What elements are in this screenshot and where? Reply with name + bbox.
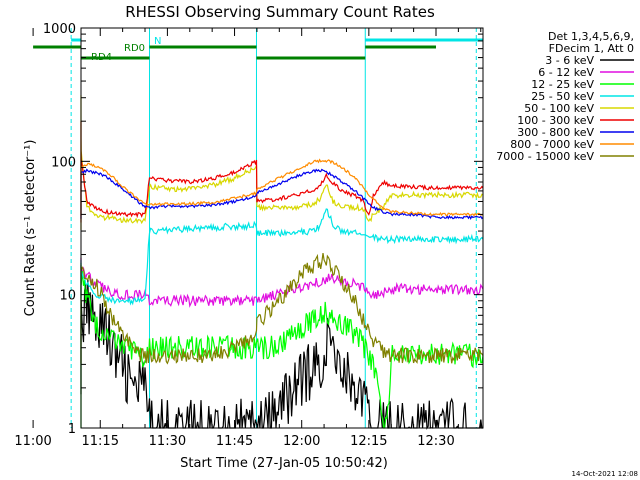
series-line-1 — [80, 257, 484, 308]
series-line-6 — [80, 168, 484, 221]
y-tick-label-2: 100 — [51, 155, 76, 170]
legend-label-2: 12 - 25 keV — [531, 78, 594, 91]
y-axis-label: Count Rate (s⁻¹ detector⁻¹) — [23, 140, 38, 317]
status-label-rd4: RD4 — [91, 52, 112, 63]
axes: 11:00 11:15 11:30 11:45 12:00 12:15 12:30 1 10 10… — [14, 22, 483, 449]
info-line-2: FDecim 1, Att 0 — [549, 42, 634, 55]
x-tick-label-5: 12:15 — [350, 434, 387, 449]
legend-label-8: 7000 - 15000 keV — [496, 150, 594, 163]
x-tick-label-4: 12:00 — [283, 434, 320, 449]
chart-title: RHESSI Observing Summary Count Rates — [125, 3, 435, 21]
y-tick-label-0: 1 — [68, 422, 76, 437]
legend-label-6: 300 - 800 keV — [517, 126, 594, 139]
series-line-5 — [80, 121, 484, 223]
status-label-n: N — [154, 36, 161, 47]
status-bars: N RD0 RD4 — [33, 36, 483, 63]
x-tick-label-6: 12:30 — [417, 434, 454, 449]
series-lines — [80, 95, 484, 430]
series-line-8 — [80, 253, 484, 365]
legend-label-3: 25 - 50 keV — [531, 90, 594, 103]
legend-label-1: 6 - 12 keV — [538, 66, 594, 79]
y-tick-label-3: 1000 — [43, 22, 76, 37]
legend-label-4: 50 - 100 keV — [524, 102, 594, 115]
x-axis-label: Start Time (27-Jan-05 10:50:42) — [180, 456, 388, 471]
status-label-rd0: RD0 — [124, 43, 145, 54]
series-line-7 — [80, 158, 484, 217]
series-line-3 — [80, 208, 484, 306]
series-line-4 — [80, 95, 484, 230]
plot-frame — [80, 27, 484, 429]
timestamp: 14-Oct-2021 12:08 — [572, 470, 638, 478]
legend-label-0: 3 - 6 keV — [545, 54, 594, 67]
x-tick-label-3: 11:45 — [216, 434, 253, 449]
legend-label-7: 800 - 7000 keV — [510, 138, 594, 151]
info-line-1: Det 1,3,4,5,6,9, — [548, 30, 634, 43]
x-tick-label-1: 11:15 — [82, 434, 119, 449]
legend-label-5: 100 - 300 keV — [517, 114, 594, 127]
x-tick-label-2: 11:30 — [149, 434, 186, 449]
x-tick-label-0: 11:00 — [14, 434, 51, 449]
y-tick-label-1: 10 — [59, 289, 76, 304]
chart-grid — [70, 28, 477, 428]
